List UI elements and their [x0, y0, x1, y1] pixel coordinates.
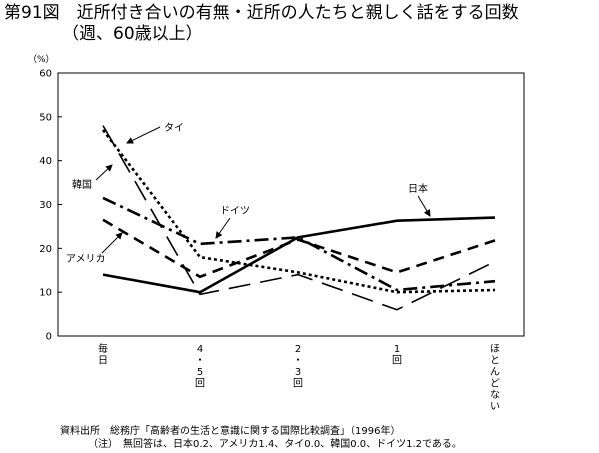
x-category-char: 5 [197, 367, 203, 378]
source-note: 資料出所 総務庁「高齢者の生活と意識に関する国際比較調査」（1996年） [60, 426, 401, 437]
x-category-char: 回 [392, 355, 402, 367]
series-label-thailand: タイ [164, 122, 184, 134]
series-label-japan: 日本 [408, 182, 428, 195]
y-unit-label: （%） [28, 54, 55, 65]
series-lines [101, 125, 496, 311]
series-line-usa [102, 218, 496, 279]
series-line-korea [101, 129, 496, 294]
series-leader-japan [417, 195, 431, 217]
x-category-label: ほとんどない [490, 343, 500, 413]
chart-subtitle: （週、60歳以上） [62, 24, 203, 44]
series-label-korea: 韓国 [72, 179, 92, 191]
series-line-germany [102, 196, 496, 292]
series-line-japan [102, 216, 496, 294]
series-line-thailand [102, 125, 496, 311]
x-category-char: ど [490, 378, 500, 390]
y-tick-label: 30 [39, 200, 52, 211]
chart-title: 第91図 近所付き合いの有無・近所の人たちと親しく話をする回数 [4, 3, 519, 23]
x-category-char: 回 [195, 378, 205, 390]
y-axis-labels: 0 10 20 30 40 50 60 （%） [28, 54, 55, 343]
footnote: （注） 無回答は、日本0.2、アメリカ1.4、タイ0.0、韓国0.0、ドイツ1.… [88, 439, 462, 450]
x-category-char: ・ [293, 356, 303, 367]
x-category-char: 3 [295, 367, 301, 378]
x-category-char: な [490, 389, 500, 401]
chart-axes [57, 72, 525, 337]
series-leader-korea [95, 164, 113, 181]
y-tick-label: 20 [39, 244, 52, 255]
x-category-label: 2 ・ 3 回 [293, 344, 303, 390]
series-leader-usa [101, 232, 123, 254]
x-category-char: い [490, 402, 500, 413]
x-category-char: 2 [295, 344, 301, 355]
series-label-germany: ドイツ [220, 206, 250, 217]
series-label-usa: アメリカ [66, 253, 106, 265]
x-category-char: ん [490, 366, 500, 378]
series-leader-thailand [126, 126, 161, 144]
y-tick-label: 10 [39, 288, 52, 299]
x-category-char: 4 [197, 344, 203, 355]
x-category-char: ほ [490, 343, 500, 355]
x-category-char: ・ [195, 356, 205, 367]
x-category-char: 回 [293, 378, 303, 390]
y-tick-label: 50 [39, 112, 52, 123]
x-category-label: 4 ・ 5 回 [195, 344, 205, 390]
y-tick-label: 60 [39, 69, 52, 80]
y-tick-label: 40 [39, 156, 52, 167]
x-category-char: 毎 [98, 342, 108, 355]
y-tick-label: 0 [46, 332, 52, 343]
plot-frame [57, 72, 525, 337]
x-category-char: と [490, 355, 500, 367]
x-category-label: 毎日 [98, 342, 108, 367]
series-leader-germany [215, 217, 231, 239]
x-category-char: 日 [98, 356, 108, 367]
x-category-char: 1 [394, 344, 400, 355]
